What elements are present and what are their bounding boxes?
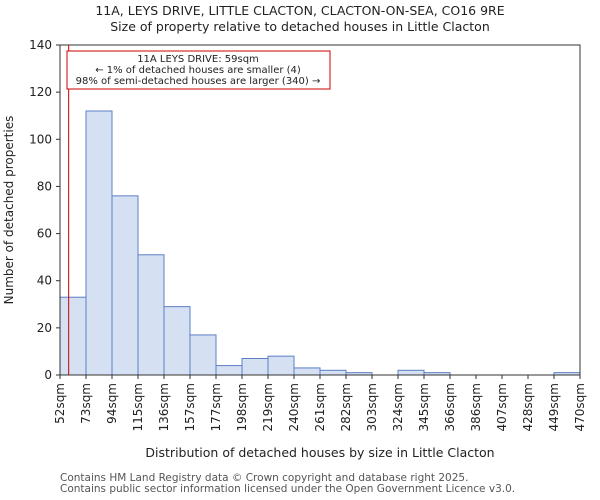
x-tick-label: 470sqm: [573, 383, 587, 431]
y-tick-label: 100: [29, 132, 52, 146]
bar-136sqm: [163, 306, 191, 376]
bar-94sqm: [111, 195, 139, 376]
x-tick-label: 240sqm: [287, 383, 301, 431]
x-tick-label: 282sqm: [339, 383, 353, 431]
x-axis-label: Distribution of detached houses by size …: [145, 445, 494, 460]
chart-subtitle: Size of property relative to detached ho…: [110, 19, 490, 34]
bar-219sqm: [267, 355, 295, 376]
x-tick-label: 324sqm: [391, 383, 405, 431]
x-tick-label: 345sqm: [417, 383, 431, 431]
x-tick-label: 136sqm: [157, 383, 171, 431]
histogram-chart: 0 20 40 60 80 100 120 140 52sqm 73sqm 94sqm 115sqm…: [2, 38, 587, 460]
x-tick-label: 219sqm: [261, 383, 275, 431]
bar-73sqm: [85, 110, 113, 376]
bar-261sqm: [319, 369, 347, 376]
x-tick-label: 157sqm: [183, 383, 197, 431]
x-tick-label: 261sqm: [313, 383, 327, 431]
annotation-line-2: ← 1% of detached houses are smaller (4): [95, 65, 301, 76]
x-tick-label: 386sqm: [469, 383, 483, 431]
y-axis-label: Number of detached properties: [2, 116, 16, 305]
x-tick-label: 407sqm: [495, 383, 509, 431]
x-tick-label: 94sqm: [105, 383, 119, 424]
bar-115sqm: [137, 254, 165, 376]
y-tick-label: 120: [29, 85, 52, 99]
bar-157sqm: [189, 334, 217, 376]
x-tick-label: 366sqm: [443, 383, 457, 431]
chart-title: 11A, LEYS DRIVE, LITTLE CLACTON, CLACTON…: [95, 3, 505, 18]
bar-240sqm: [293, 367, 321, 376]
x-tick-label: 303sqm: [365, 383, 379, 431]
x-tick-label: 52sqm: [53, 383, 67, 424]
x-tick-label: 115sqm: [131, 383, 145, 431]
annotation-frame: [66, 50, 331, 90]
annotation-line-1: 11A LEYS DRIVE: 59sqm: [137, 54, 259, 65]
y-tick-label: 60: [37, 227, 52, 241]
bar-324sqm: [397, 369, 425, 376]
bar-52sqm: [59, 296, 87, 376]
y-tick-label: 40: [37, 274, 52, 288]
x-tick-label: 73sqm: [79, 383, 93, 424]
footer-copyright: Contains HM Land Registry data © Crown c…: [60, 472, 469, 484]
footer-licence: Contains public sector information licen…: [60, 483, 516, 495]
x-axis: 52sqm 73sqm 94sqm 115sqm 136sqm 157sqm 177sqm 1…: [53, 375, 587, 431]
x-tick-label: 449sqm: [547, 383, 561, 431]
y-tick-label: 140: [29, 38, 52, 52]
plot-frame: [59, 44, 581, 376]
y-tick-label: 80: [37, 179, 52, 193]
bar-177sqm: [215, 365, 243, 376]
y-tick-label: 20: [37, 321, 52, 335]
annotation-line-3: 98% of semi-detached houses are larger (…: [76, 76, 321, 87]
bars-group: [59, 110, 581, 376]
y-tick-label: 0: [44, 368, 52, 382]
y-axis: 0 20 40 60 80 100 120 140: [29, 38, 60, 382]
bar-198sqm: [241, 358, 269, 376]
x-tick-label: 177sqm: [209, 383, 223, 431]
x-tick-label: 428sqm: [521, 383, 535, 431]
annotation-box: 11A LEYS DRIVE: 59sqm ← 1% of detached h…: [66, 50, 331, 90]
x-tick-label: 198sqm: [235, 383, 249, 431]
